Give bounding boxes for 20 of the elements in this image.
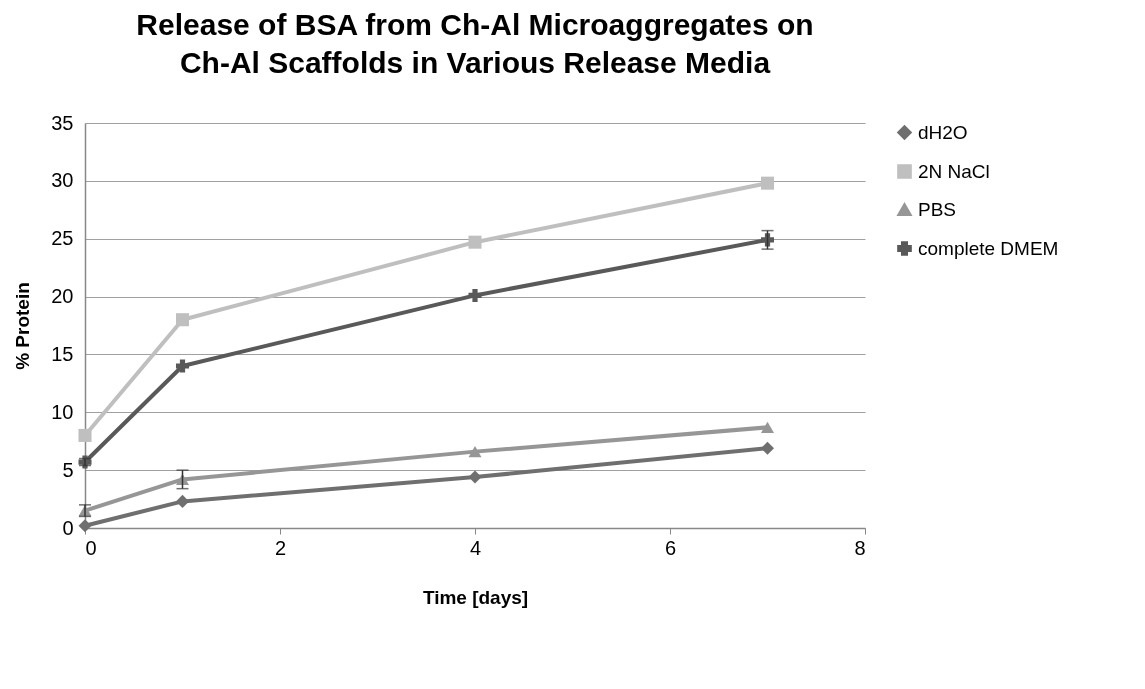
x-tick-label: 2 (274, 536, 287, 559)
legend-label: dH2O (918, 121, 968, 143)
x-tick-label: 4 (469, 536, 482, 559)
legend-label: 2N NaCl (918, 160, 990, 182)
x-tick-label: 8 (854, 536, 866, 559)
y-tick-label: 30 (51, 169, 74, 192)
chart-title: Release of BSA from Ch-Al Microaggregates on Ch-Al Scaffolds in Various Release Media (136, 8, 814, 79)
y-tick-label: 15 (51, 342, 74, 365)
legend-label: complete DMEM (918, 237, 1059, 259)
y-tick-label: 20 (51, 285, 74, 308)
legend-label: PBS (918, 198, 957, 220)
y-tick-label: 35 (51, 111, 74, 134)
y-tick-label: 10 (51, 400, 74, 423)
x-tick-label: 6 (664, 536, 677, 559)
x-tick-label: 0 (85, 536, 97, 559)
y-tick-label: 25 (51, 227, 74, 250)
y-tick-label: 5 (62, 458, 74, 481)
y-tick-label: 0 (62, 516, 74, 539)
x-axis-title: Time [days] (422, 586, 529, 608)
y-axis-title: % Protein (12, 282, 34, 370)
